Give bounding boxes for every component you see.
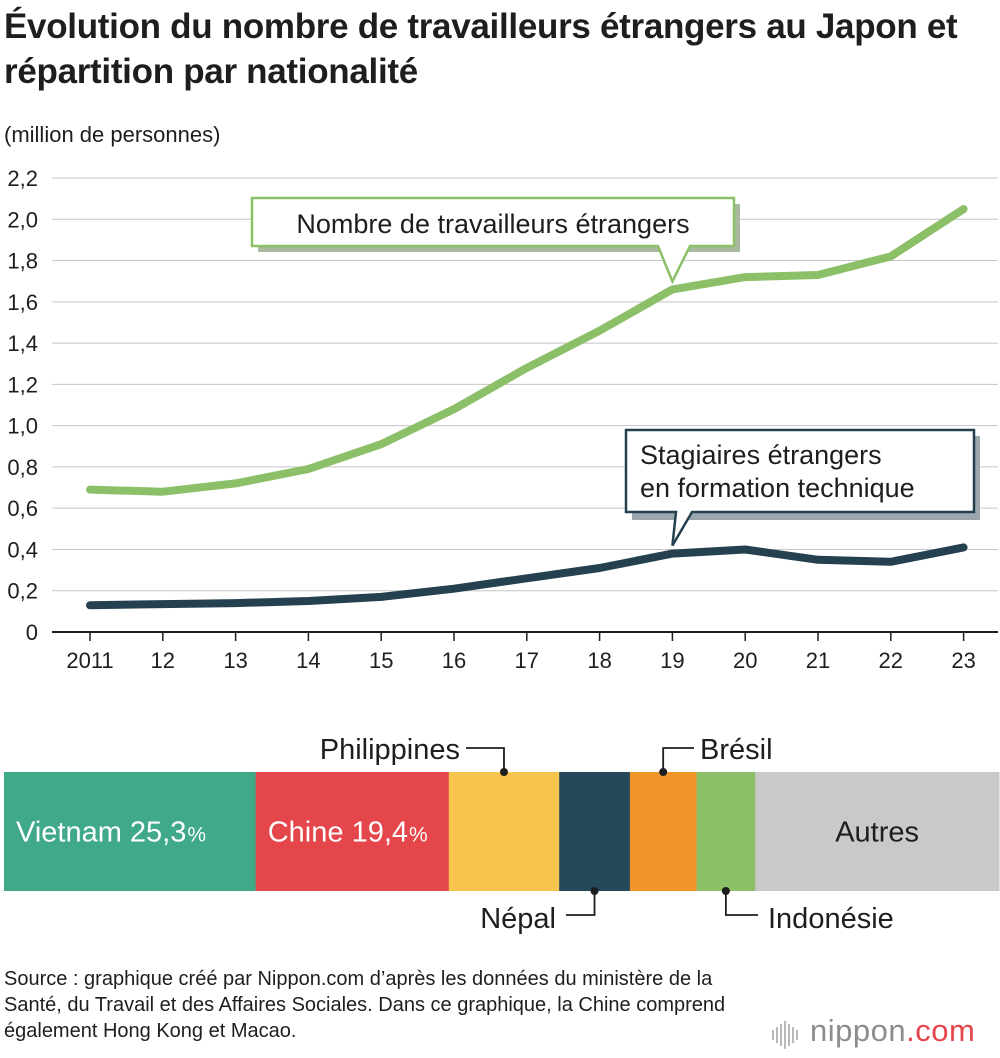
x-tick-label: 19 <box>660 648 684 673</box>
y-tick-label: 1,2 <box>7 372 38 397</box>
segment-label-vietnam: Vietnam 25,3% <box>16 817 206 849</box>
y-tick-label: 0,8 <box>7 455 38 480</box>
segment-philippines <box>448 772 560 891</box>
data-point <box>888 253 894 259</box>
data-point <box>669 551 675 557</box>
x-tick-label: 23 <box>951 648 975 673</box>
data-point <box>742 546 748 552</box>
data-point <box>742 274 748 280</box>
x-tick-label: 14 <box>296 648 320 673</box>
data-point <box>305 598 311 604</box>
leader-line-nepal <box>566 891 596 916</box>
data-point <box>160 489 166 495</box>
data-point <box>815 272 821 278</box>
x-tick-label: 18 <box>587 648 611 673</box>
data-point <box>888 559 894 565</box>
segment-label-philippines: Philippines <box>320 734 460 766</box>
x-tick-label: 12 <box>151 648 175 673</box>
y-tick-label: 1,6 <box>7 290 38 315</box>
y-tick-label: 1,8 <box>7 249 38 274</box>
data-point <box>597 328 603 334</box>
y-tick-label: 2,2 <box>7 166 38 191</box>
data-point <box>597 565 603 571</box>
leader-line-philippines <box>466 747 505 772</box>
data-point <box>378 594 384 600</box>
segment-bresil <box>629 772 698 891</box>
data-point <box>378 441 384 447</box>
nippon-logo: nippon.com <box>772 1013 975 1051</box>
data-point <box>815 557 821 563</box>
data-point <box>451 586 457 592</box>
segment-indonesie <box>696 772 756 891</box>
segment-label-nepal: Népal <box>480 903 556 935</box>
callout-label-stagiaires-line1: Stagiaires étrangers <box>640 440 882 470</box>
data-point <box>87 602 93 608</box>
data-point <box>524 365 530 371</box>
chart-title: Évolution du nombre de travailleurs étra… <box>4 7 958 91</box>
callout-label-stagiaires-line2: en formation technique <box>640 473 915 503</box>
x-tick-label: 21 <box>806 648 830 673</box>
callout-label-travailleurs: Nombre de travailleurs étrangers <box>296 209 689 239</box>
data-point <box>961 544 967 550</box>
data-point <box>160 601 166 607</box>
data-point <box>87 487 93 493</box>
data-point <box>961 206 967 212</box>
logo-text-main: nippon <box>810 1013 907 1048</box>
x-tick-label: 17 <box>515 648 539 673</box>
segment-label-chine: Chine 19,4% <box>268 817 428 849</box>
y-tick-label: 0 <box>26 620 38 645</box>
x-tick-label: 20 <box>733 648 757 673</box>
logo-bars-icon <box>772 1015 800 1051</box>
source-note: Source : graphique créé par Nippon.com d… <box>4 968 726 1042</box>
x-tick-label: 15 <box>369 648 393 673</box>
y-tick-label: 1,4 <box>7 331 38 356</box>
segment-label-bresil: Brésil <box>700 734 773 766</box>
segment-chine <box>255 772 450 891</box>
y-tick-label: 2,0 <box>7 207 38 232</box>
segment-nepal <box>559 772 631 891</box>
y-tick-label: 1,0 <box>7 414 38 439</box>
leader-line-bresil <box>662 747 694 772</box>
callout-travailleurs: Nombre de travailleurs étrangers <box>250 196 740 285</box>
segment-vietnam <box>4 772 257 891</box>
data-point <box>669 286 675 292</box>
x-tick-label: 16 <box>442 648 466 673</box>
logo-text-suffix: .com <box>906 1013 976 1048</box>
segment-autres <box>755 772 1000 891</box>
y-axis-unit-label: (million de personnes) <box>4 122 221 147</box>
segment-label-indonesie: Indonésie <box>768 903 894 935</box>
data-point <box>524 575 530 581</box>
y-tick-label: 0,2 <box>7 579 38 604</box>
data-point <box>233 480 239 486</box>
x-tick-label: 13 <box>223 648 247 673</box>
data-point <box>233 600 239 606</box>
x-tick-label: 22 <box>879 648 903 673</box>
y-tick-label: 0,4 <box>7 537 38 562</box>
x-tick-label: 2011 <box>66 648 113 673</box>
data-point <box>451 406 457 412</box>
data-point <box>305 466 311 472</box>
y-tick-label: 0,6 <box>7 496 38 521</box>
leader-line-indonesie <box>724 891 758 916</box>
chart-canvas: 0 0,2 0,4 0,6 0,8 1,0 1,2 1,4 1,6 1,8 2,0 2,2 2011 12… <box>4 166 1000 935</box>
segment-label-autres: Autres <box>835 817 919 849</box>
